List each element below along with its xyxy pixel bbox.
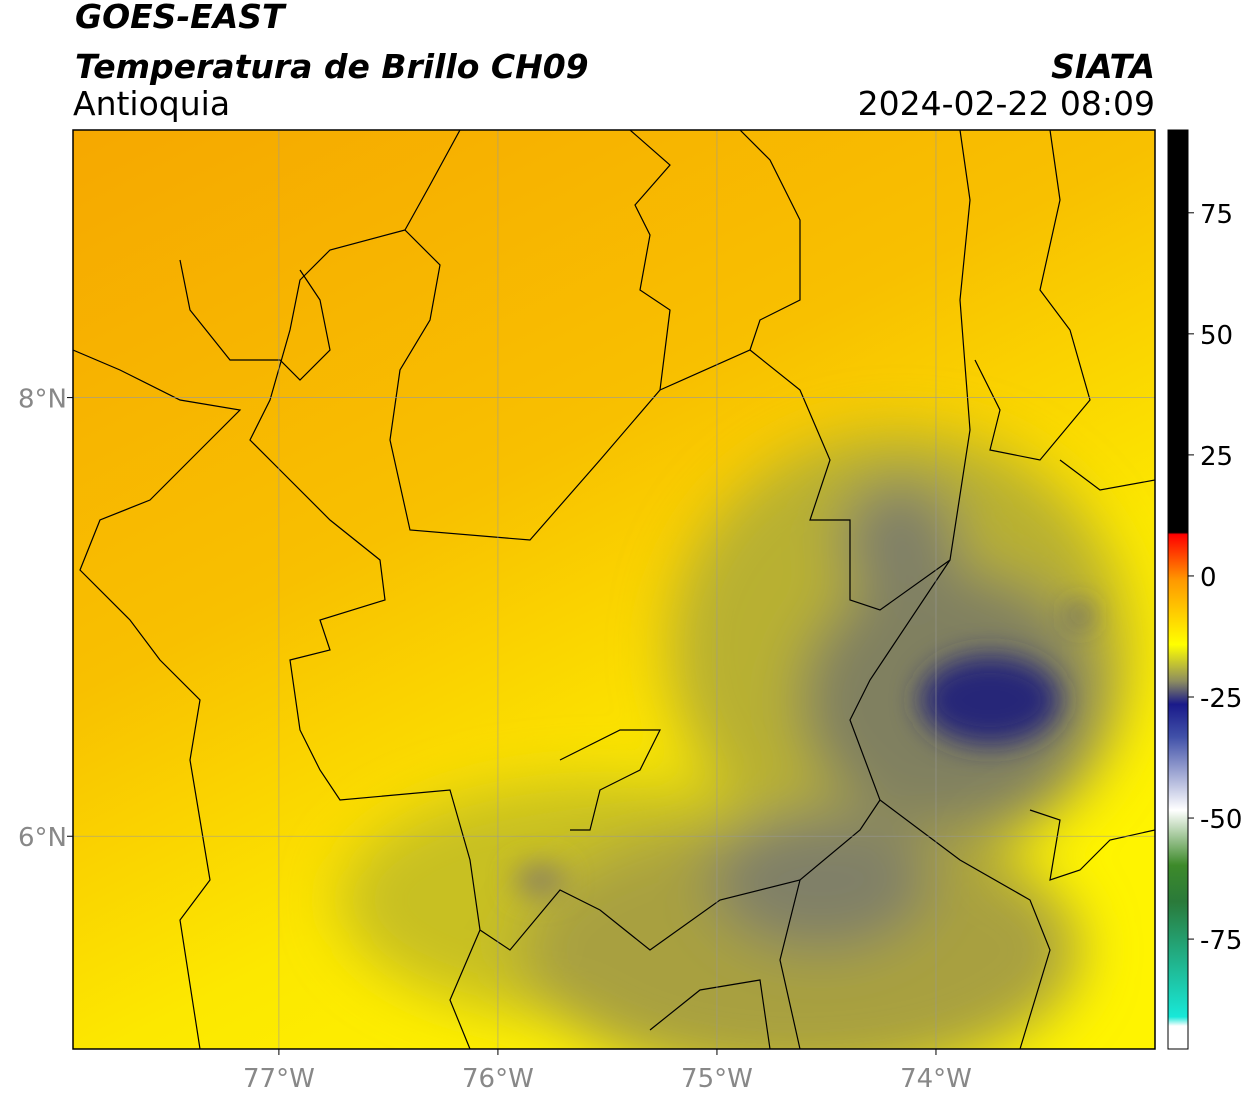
x-tick-label: 77°W — [243, 1064, 315, 1094]
colorbar-tick-label: 50 — [1200, 321, 1233, 351]
grid — [73, 130, 1155, 1049]
source: SIATA — [1051, 47, 1155, 86]
colorbar — [1167, 129, 1189, 1050]
colorbar-tick-label: 0 — [1200, 563, 1217, 593]
colorbar-tick-label: -75 — [1200, 926, 1242, 956]
subtitle: Temperatura de Brillo CH09 — [75, 47, 589, 86]
colorbar-tick-label: -50 — [1200, 805, 1242, 835]
y-tick-label: 8°N — [18, 385, 67, 415]
datetime: 2024-02-22 08:09 — [858, 84, 1155, 123]
colorbar-tick-label: -25 — [1200, 684, 1242, 714]
x-tick-label: 76°W — [462, 1064, 534, 1094]
x-tick-label: 75°W — [681, 1064, 753, 1094]
colorbar-tick-label: 75 — [1200, 200, 1233, 230]
map-image — [73, 130, 1155, 1049]
boundaries — [73, 130, 1155, 1049]
region: Antioquia — [73, 84, 230, 123]
map-frame — [72, 129, 1156, 1050]
colorbar-tick-label: 25 — [1200, 442, 1233, 472]
y-tick-label: 6°N — [18, 823, 67, 853]
title: GOES-EAST — [75, 0, 287, 36]
x-tick-label: 74°W — [900, 1064, 972, 1094]
